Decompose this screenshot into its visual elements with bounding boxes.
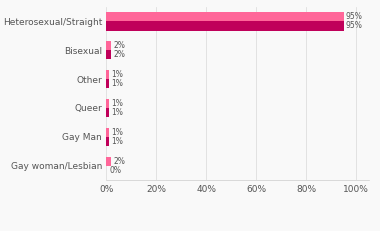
Bar bbox=[106, 137, 109, 146]
Text: 1%: 1% bbox=[111, 128, 123, 137]
Text: 2%: 2% bbox=[113, 41, 125, 50]
Bar bbox=[106, 50, 111, 60]
Text: 1%: 1% bbox=[111, 137, 123, 146]
Bar bbox=[106, 108, 109, 117]
Bar bbox=[106, 21, 344, 31]
Bar bbox=[106, 41, 111, 50]
Bar bbox=[106, 12, 344, 21]
Text: 95%: 95% bbox=[346, 12, 363, 21]
Text: 95%: 95% bbox=[346, 21, 363, 30]
Bar bbox=[106, 70, 109, 79]
Text: 2%: 2% bbox=[113, 50, 125, 59]
Bar bbox=[106, 157, 111, 166]
Text: 0%: 0% bbox=[110, 166, 122, 175]
Text: 1%: 1% bbox=[111, 79, 123, 88]
Bar bbox=[106, 79, 109, 88]
Bar bbox=[106, 128, 109, 137]
Text: 1%: 1% bbox=[111, 99, 123, 108]
Bar bbox=[106, 99, 109, 108]
Text: 1%: 1% bbox=[111, 70, 123, 79]
Text: 2%: 2% bbox=[113, 157, 125, 166]
Text: 1%: 1% bbox=[111, 108, 123, 117]
